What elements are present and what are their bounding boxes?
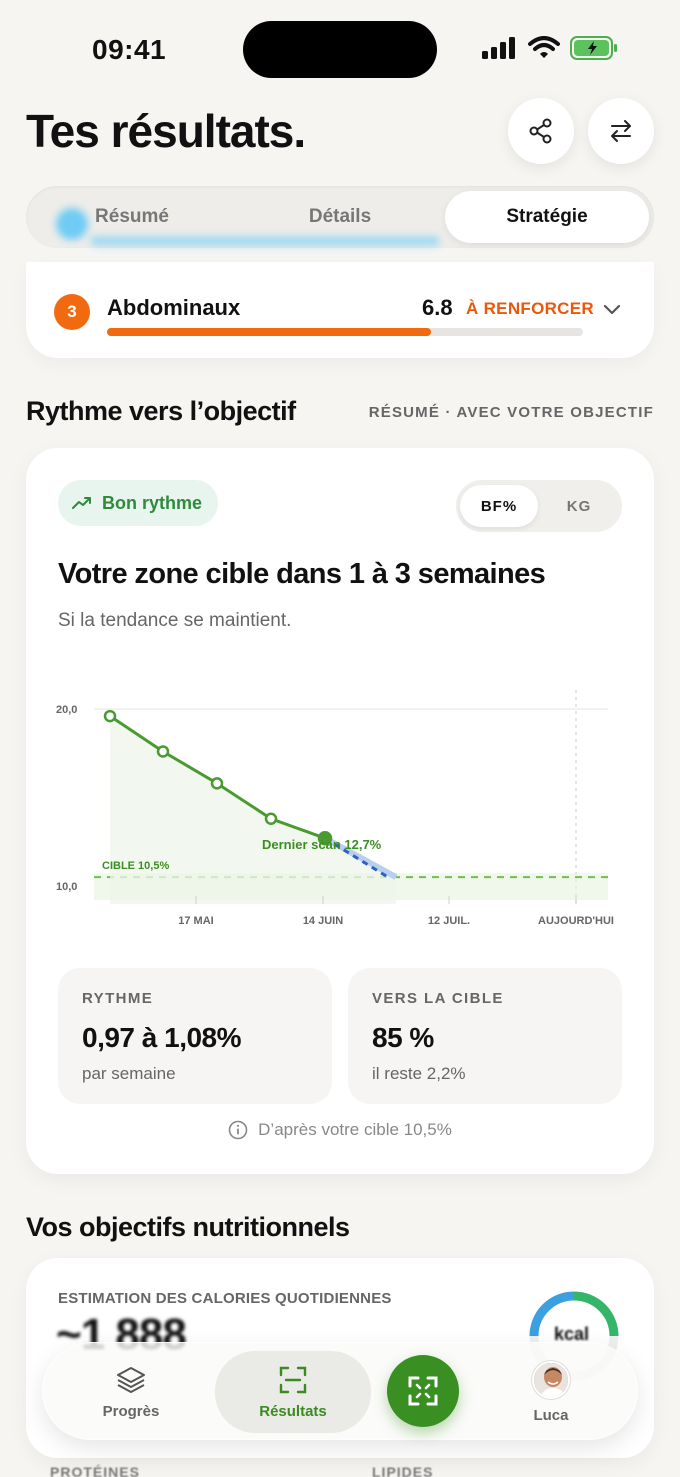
data-point [103,709,117,723]
x-tick-label: AUJOURD'HUI [538,915,614,927]
status-time: 09:41 [92,34,167,65]
bottom-tab-bar: Progrès Résultats Luca [42,1342,638,1440]
projection-line [324,836,389,879]
tab-progres[interactable]: Progrès [73,1343,189,1441]
section-title-nutrition: Vos objectifs nutritionnels [26,1212,350,1242]
target-note: D’après votre cible 10,5% [26,1120,654,1140]
rank-badge: 3 [54,294,90,330]
tab-resultats[interactable]: Résultats [215,1351,371,1433]
section-title-pace: Rythme vers l’objectif [26,396,296,426]
blurred-decoration-line [90,236,440,246]
target-note-text: D’après votre cible 10,5% [258,1120,452,1139]
x-tick-label: 17 MAI [178,915,213,927]
expand-scan-icon [408,1376,438,1406]
muscle-name: Abdominaux [107,295,241,320]
results-tabs: Résumé Détails Stratégie [26,186,654,248]
tab-label: Luca [533,1406,569,1424]
pace-headline: Votre zone cible dans 1 à 3 semaines [58,558,546,590]
tab-profile[interactable]: Luca [493,1343,609,1441]
battery-icon [570,36,617,60]
tab-details[interactable]: Détails [308,206,372,227]
unit-bf[interactable]: BF% [460,485,538,527]
blurred-decoration [56,208,88,240]
pace-subtitle: Si la tendance se maintient. [58,610,292,631]
status-badge: À RENFORCER [466,299,594,318]
avatar [532,1360,570,1399]
macro-label-lipids: LIPIDES [372,1464,434,1477]
compare-button[interactable] [588,98,654,164]
score-progress-bar [107,328,583,336]
macro-label-proteins: PROTÉINES [50,1464,140,1477]
tab-strategie[interactable]: Stratégie [445,191,649,243]
stat-value: 0,97 à 1,08% [82,1022,242,1053]
muscle-score: 6.8 [422,295,453,320]
stat-label: RYTHME [82,990,154,1007]
unit-toggle: BF% KG [456,480,622,532]
muscle-priority-card[interactable]: 3 Abdominaux 6.8 À RENFORCER [26,262,654,358]
layers-icon [117,1366,145,1393]
tab-label: Résultats [259,1402,327,1420]
scan-frame-icon [279,1366,307,1393]
stat-sub: il reste 2,2% [372,1064,466,1083]
calories-label: ESTIMATION DES CALORIES QUOTIDIENNES [58,1290,392,1307]
swap-arrows-icon [611,120,631,142]
pace-status-badge: Bon rythme [58,480,219,526]
stat-value: 85 % [372,1022,434,1053]
x-tick-label: 14 JUIN [303,915,343,927]
share-icon [529,118,552,144]
data-point [156,745,170,758]
status-bar: 09:41 [0,0,680,100]
last-scan-label: Dernier scan 12,7% [262,837,382,852]
trend-up-icon [72,497,91,509]
share-button[interactable] [508,98,574,164]
data-point [210,777,224,790]
chevron-down-icon[interactable] [602,302,622,316]
dynamic-island [243,21,437,78]
scan-fab-button[interactable] [387,1355,459,1427]
section-meta: RÉSUMÉ · AVEC VOTRE OBJECTIF [368,404,654,421]
unit-kg[interactable]: KG [566,497,592,515]
y-tick-label: 10,0 [56,881,77,893]
page-title: Tes résultats. [26,105,306,157]
signal-icon [482,37,515,59]
pace-status-label: Bon rythme [102,492,203,513]
pace-card: Bon rythme BF% KG Votre zone cible dans … [26,448,654,1174]
tab-label: Progrès [102,1402,160,1420]
x-tick-label: 12 JUIL. [428,915,470,927]
target-label: CIBLE 10,5% [102,860,169,872]
stat-rythme: RYTHME 0,97 à 1,08% par semaine [58,968,332,1104]
status-icons [482,36,618,60]
ring-label: kcal [554,1324,590,1344]
stat-sub: par semaine [82,1064,176,1083]
score-progress-fill [107,328,431,336]
pace-chart: Dernier scan 12,7% CIBLE 10,5% 20,0 10,0 17 … [56,690,614,927]
wifi-icon [528,36,560,58]
info-icon[interactable] [228,1120,248,1140]
y-tick-label: 20,0 [56,704,77,716]
data-point [317,830,333,846]
stat-label: VERS LA CIBLE [372,990,504,1007]
tab-resume[interactable]: Résumé [95,206,169,227]
data-point [264,812,278,825]
stat-vers-la-cible: VERS LA CIBLE 85 % il reste 2,2% [348,968,622,1104]
